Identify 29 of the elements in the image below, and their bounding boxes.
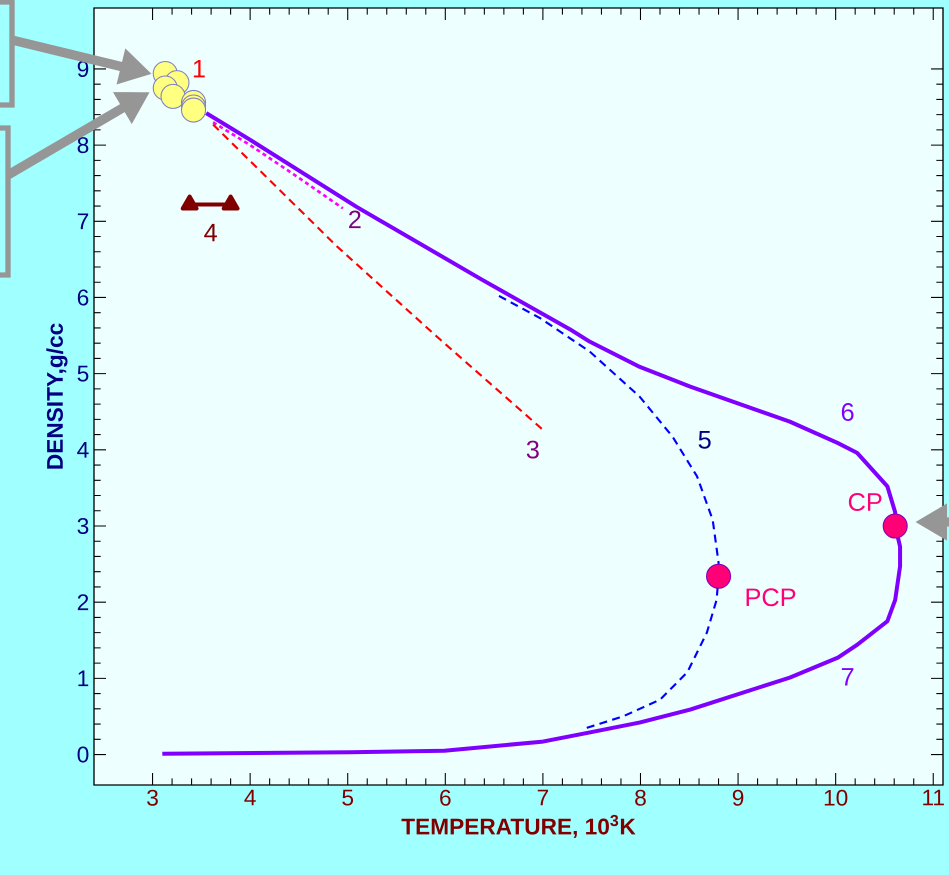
series-label: 3 [526,440,539,459]
y-tick-label: 1 [78,670,88,686]
series-label: 4 [204,224,217,242]
series-label: PCP [746,588,796,606]
y-tick-label: 6 [78,289,88,306]
y-axis-title: DENSITY,g/cc [46,323,68,469]
x-tick-label: 10 [824,790,848,806]
y-tick-label: 4 [77,442,89,458]
y-tick-label: 3 [78,518,88,534]
x-tick-label: 8 [635,790,646,806]
y-tick-label: 2 [78,594,88,610]
y-tick-label: 5 [78,366,88,382]
x-tick-label: 4 [244,790,256,806]
x-axis-title: TEMPERATURE, 10$^{3}$K [401,814,636,838]
x-tick-label: 9 [732,790,744,806]
series-label: 5 [698,431,711,449]
y-tick-label: 0 [78,746,88,763]
y-tick-label: 7 [78,213,88,230]
series-label: 6 [842,402,854,421]
x-tick-label: 6 [440,790,451,806]
x-tick-label: 11 [923,790,944,806]
series-label: 7 [842,668,854,686]
legend-label: 1 [194,60,205,78]
x-tick-label: 3 [147,790,158,806]
series-label: CP [848,493,882,511]
x-tick-label: 7 [538,790,548,806]
series-label: 2 [349,210,361,228]
x-tick-label: 5 [342,790,354,806]
y-tick-label: 8 [78,137,88,154]
